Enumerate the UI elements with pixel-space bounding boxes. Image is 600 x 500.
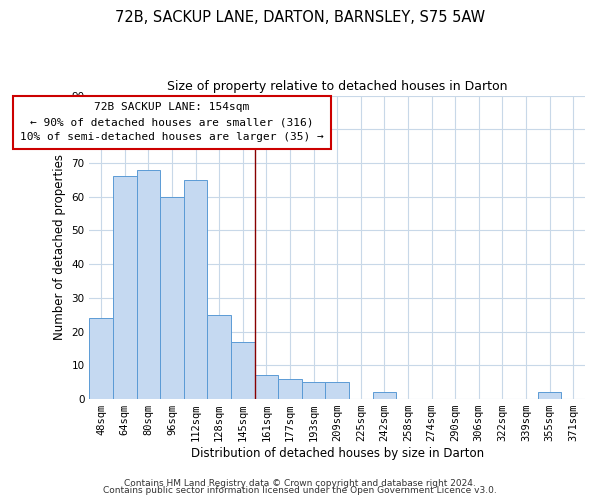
Text: 72B SACKUP LANE: 154sqm
← 90% of detached houses are smaller (316)
10% of semi-d: 72B SACKUP LANE: 154sqm ← 90% of detache… (20, 102, 324, 142)
Bar (278, 379, 302, 399)
Y-axis label: Number of detached properties: Number of detached properties (53, 154, 66, 340)
Bar (538, 392, 562, 399)
Bar (89, 318, 113, 399)
Bar (302, 382, 325, 399)
Bar (254, 376, 278, 399)
Title: Size of property relative to detached houses in Darton: Size of property relative to detached ho… (167, 80, 508, 93)
Text: Contains HM Land Registry data © Crown copyright and database right 2024.: Contains HM Land Registry data © Crown c… (124, 478, 476, 488)
Bar (113, 176, 137, 399)
Bar (208, 315, 231, 399)
Text: 72B, SACKUP LANE, DARTON, BARNSLEY, S75 5AW: 72B, SACKUP LANE, DARTON, BARNSLEY, S75 … (115, 10, 485, 25)
Bar (373, 392, 396, 399)
Bar (160, 196, 184, 399)
Bar (184, 180, 208, 399)
Bar (231, 342, 254, 399)
Bar (325, 382, 349, 399)
Text: Contains public sector information licensed under the Open Government Licence v3: Contains public sector information licen… (103, 486, 497, 495)
Bar (137, 170, 160, 399)
X-axis label: Distribution of detached houses by size in Darton: Distribution of detached houses by size … (191, 447, 484, 460)
